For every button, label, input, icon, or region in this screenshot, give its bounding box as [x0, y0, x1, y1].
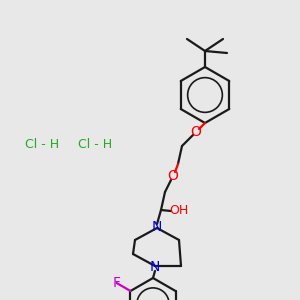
Text: N: N [152, 220, 162, 234]
Text: O: O [190, 125, 201, 139]
Text: Cl - H: Cl - H [78, 139, 112, 152]
Text: N: N [150, 260, 160, 274]
Text: OH: OH [169, 205, 189, 218]
Text: F: F [112, 276, 121, 290]
Text: O: O [168, 169, 178, 183]
Text: Cl - H: Cl - H [25, 139, 59, 152]
